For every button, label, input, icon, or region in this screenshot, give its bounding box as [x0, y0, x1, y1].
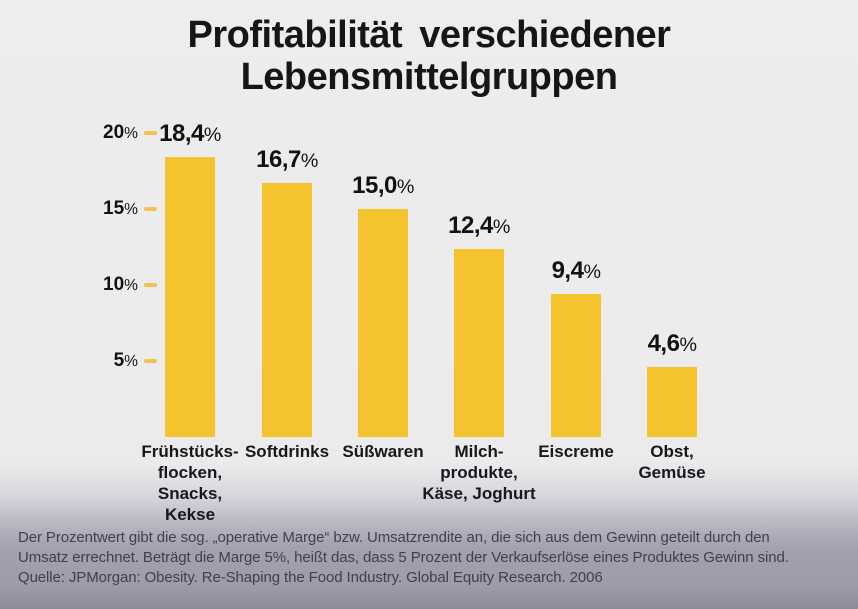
bar-value-label: 16,7% [256, 146, 318, 173]
chart-title: Profitabilität verschiedener Lebensmitte… [0, 14, 858, 98]
bar [454, 249, 504, 437]
y-axis-label: 20% [103, 122, 138, 143]
y-axis-tick [144, 283, 157, 287]
bar [262, 183, 312, 437]
footnote-line-3: Quelle: JPMorgan: Obesity. Re-Shaping th… [18, 569, 603, 586]
category-label: Softdrinks [244, 442, 330, 461]
category-label: Milch-produkte, Käse, Joghurt [422, 442, 536, 503]
y-axis-tick [144, 131, 157, 135]
bar [647, 367, 697, 437]
chart-title-line-1: Profitabilität verschiedener [187, 14, 671, 56]
footnote-line-2: Umsatz errechnet. Beträgt die Marge 5%, … [18, 549, 789, 566]
bar-value-label: 18,4% [159, 120, 221, 147]
category-label: Obst, Gemüse [638, 442, 706, 482]
bar-value-label: 4,6% [647, 330, 697, 357]
y-axis-tick [144, 207, 157, 211]
category-label: Süßwaren [342, 442, 424, 461]
bar [165, 157, 215, 437]
bar-value-label: 9,4% [551, 257, 601, 284]
category-label: Frühstücks-flocken, Snacks, Kekse [141, 442, 239, 524]
y-axis-tick [144, 359, 157, 363]
bar [551, 294, 601, 437]
bar [358, 209, 408, 437]
bar-value-label: 15,0% [352, 172, 414, 199]
bar-value-label: 12,4% [448, 212, 510, 239]
y-axis-label: 5% [113, 350, 138, 371]
y-axis-label: 15% [103, 198, 138, 219]
chart-title-line-2: Lebensmittelgruppen [240, 56, 618, 98]
footnote: Der Prozentwert gibt die sog. „operative… [18, 528, 842, 588]
footnote-line-1: Der Prozentwert gibt die sog. „operative… [18, 529, 770, 546]
category-label: Eiscreme [538, 442, 614, 461]
y-axis-label: 10% [103, 274, 138, 295]
